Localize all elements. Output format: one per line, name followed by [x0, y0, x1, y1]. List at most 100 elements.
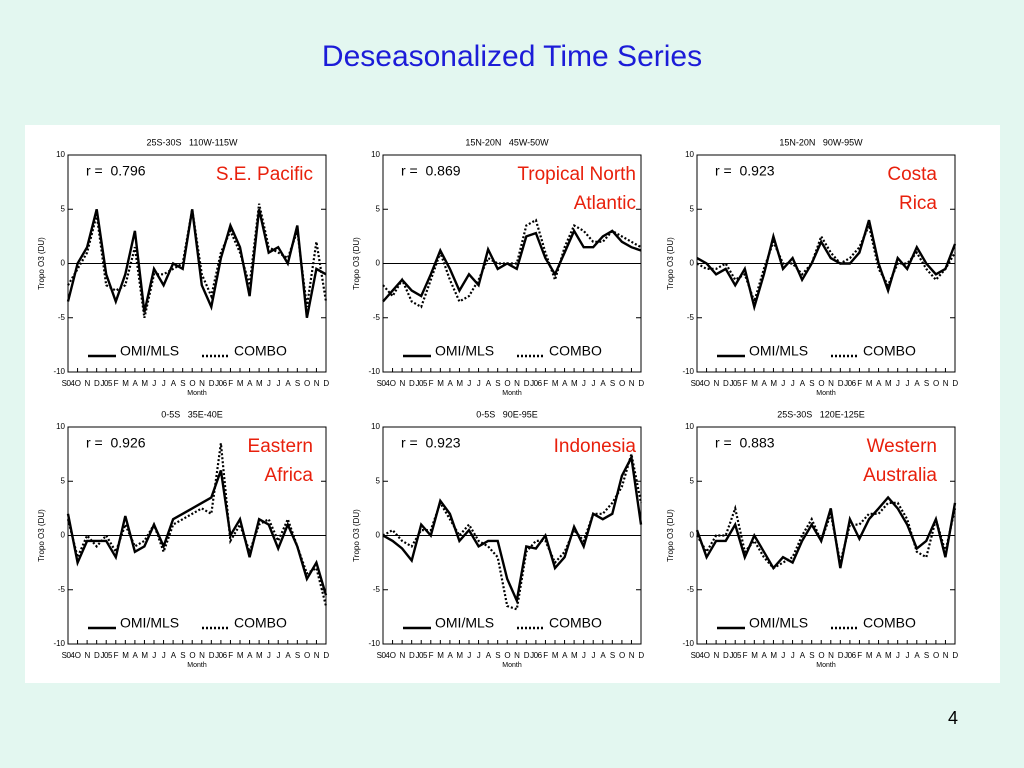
series-line [696, 221, 956, 306]
x-tick-label: S [295, 379, 300, 388]
x-tick-label: A [800, 651, 806, 660]
x-tick-label: A [914, 379, 920, 388]
x-tick-label: F [228, 379, 233, 388]
correlation: r = 0.926 [86, 435, 146, 451]
subtitle: 25S-30S 110W-115W [146, 137, 238, 147]
x-tick-label: O [933, 651, 939, 660]
legend-label: COMBO [863, 343, 916, 359]
x-tick-label: S04 [377, 379, 391, 388]
x-tick-label: M [866, 379, 873, 388]
x-tick-label: S [924, 379, 929, 388]
y-tick-label: 10 [685, 422, 694, 431]
x-tick-label: F [743, 651, 748, 660]
y-tick-label: 10 [371, 422, 380, 431]
x-axis-label: Month [816, 390, 836, 397]
page-number: 4 [948, 708, 959, 728]
x-axis-label: Month [187, 390, 207, 397]
y-tick-label: -5 [373, 313, 381, 322]
x-tick-label: O [619, 651, 625, 660]
x-tick-label: J [267, 651, 271, 660]
series-line [382, 218, 642, 309]
x-tick-label: F [743, 379, 748, 388]
y-tick-label: 0 [690, 259, 695, 268]
x-tick-label: O [75, 651, 81, 660]
x-tick-label: A [486, 651, 492, 660]
x-tick-label: N [199, 379, 205, 388]
y-tick-label: -5 [58, 585, 66, 594]
x-tick-label: M [437, 379, 444, 388]
x-tick-label: J [276, 379, 280, 388]
x-tick-label: J06 [530, 651, 542, 660]
x-tick-label: M [571, 651, 578, 660]
y-tick-label: -10 [368, 639, 380, 648]
x-tick-label: M [866, 651, 873, 660]
x-tick-label: D [723, 379, 729, 388]
x-tick-label: D [952, 379, 958, 388]
x-tick-label: N [84, 651, 90, 660]
x-tick-label: A [171, 651, 177, 660]
region-label: Eastern [248, 436, 313, 457]
x-tick-label: N [828, 651, 834, 660]
x-tick-label: D [638, 651, 644, 660]
x-tick-label: A [285, 379, 291, 388]
x-tick-label: D [524, 651, 530, 660]
x-tick-label: M [456, 651, 463, 660]
x-tick-label: N [828, 379, 834, 388]
x-tick-label: M [256, 379, 263, 388]
x-axis-label: Month [502, 662, 522, 669]
x-tick-label: J [905, 379, 909, 388]
y-tick-label: 5 [61, 204, 66, 213]
x-tick-label: J06 [215, 379, 227, 388]
legend-label: OMI/MLS [749, 343, 808, 359]
x-tick-label: S [924, 651, 929, 660]
x-tick-label: S [809, 379, 814, 388]
subtitle: 0-5S 35E-40E [161, 409, 223, 419]
x-tick-label: A [171, 379, 177, 388]
x-tick-label: A [800, 379, 806, 388]
x-tick-label: J [905, 651, 909, 660]
x-tick-label: D [723, 651, 729, 660]
subtitle: 25S-30S 120E-125E [777, 409, 865, 419]
x-tick-label: S [180, 651, 185, 660]
correlation: r = 0.869 [401, 163, 461, 179]
y-tick-label: 0 [61, 531, 66, 540]
x-tick-label: D [94, 651, 100, 660]
x-tick-label: S [495, 379, 500, 388]
x-tick-label: N [943, 379, 949, 388]
x-tick-label: M [141, 651, 148, 660]
x-tick-label: M [122, 651, 129, 660]
x-tick-label: D [323, 379, 329, 388]
x-tick-label: J05 [416, 379, 428, 388]
x-tick-label: O [304, 379, 310, 388]
x-tick-label: M [456, 379, 463, 388]
region-label: S.E. Pacific [216, 164, 313, 185]
y-tick-label: 5 [61, 476, 66, 485]
x-tick-label: J [896, 379, 900, 388]
correlation: r = 0.923 [715, 163, 775, 179]
x-tick-label: M [770, 651, 777, 660]
y-tick-label: -10 [682, 639, 694, 648]
x-tick-label: N [314, 651, 320, 660]
region-label: Rica [899, 193, 937, 214]
x-tick-label: F [114, 651, 119, 660]
y-tick-label: 5 [690, 204, 695, 213]
region-label: Tropical North [517, 164, 636, 185]
x-tick-label: D [94, 379, 100, 388]
y-tick-label: 10 [685, 150, 694, 159]
x-tick-label: A [600, 651, 606, 660]
x-axis-label: Month [816, 662, 836, 669]
x-tick-label: J [267, 379, 271, 388]
x-tick-label: J06 [844, 651, 856, 660]
legend-label: COMBO [863, 615, 916, 631]
y-tick-label: -10 [53, 367, 65, 376]
x-tick-label: J [781, 379, 785, 388]
series-line [382, 228, 642, 303]
x-tick-label: S04 [62, 379, 76, 388]
x-tick-label: J05 [101, 379, 113, 388]
x-tick-label: J [162, 379, 166, 388]
x-tick-label: M [770, 379, 777, 388]
subtitle: 0-5S 90E-95E [476, 409, 538, 419]
x-axis-label: Month [502, 390, 522, 397]
x-tick-label: A [132, 651, 138, 660]
